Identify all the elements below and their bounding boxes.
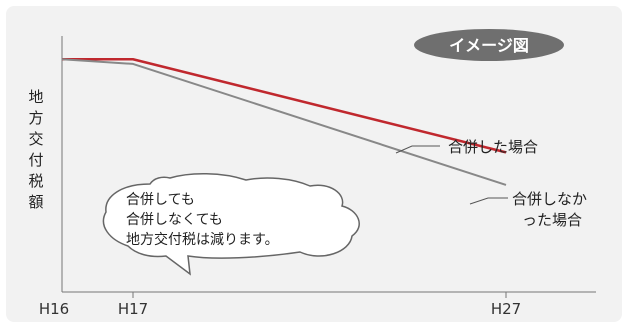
- leader-line-not-merged: [469, 197, 508, 205]
- y-axis-label: 地方交付税額: [28, 88, 43, 211]
- x-tick-label: H27: [491, 300, 521, 318]
- series-label-merged: 合併した場合: [448, 138, 538, 156]
- badge-text: イメージ図: [449, 36, 529, 55]
- x-tick-label: H16: [39, 300, 69, 318]
- series-line-merged: [62, 58, 507, 154]
- bubble-text-line: 地方交付税は減ります。: [126, 231, 279, 248]
- leader-line-merged: [395, 145, 440, 154]
- speech-bubble-shape: [102, 172, 360, 276]
- series-label-not-merged: った場合: [522, 211, 582, 229]
- y-axis-label-text: 地方交付税額: [28, 88, 43, 211]
- series-line-not-merged: [61, 58, 507, 186]
- image-badge: イメージ図: [414, 29, 564, 61]
- bubble-text-line: 合併しても: [126, 192, 195, 208]
- bubble-text-line: 合併しなくても: [126, 212, 223, 228]
- series-label-not-merged: 合併しなか: [512, 190, 587, 208]
- x-tick-label: H17: [118, 300, 148, 318]
